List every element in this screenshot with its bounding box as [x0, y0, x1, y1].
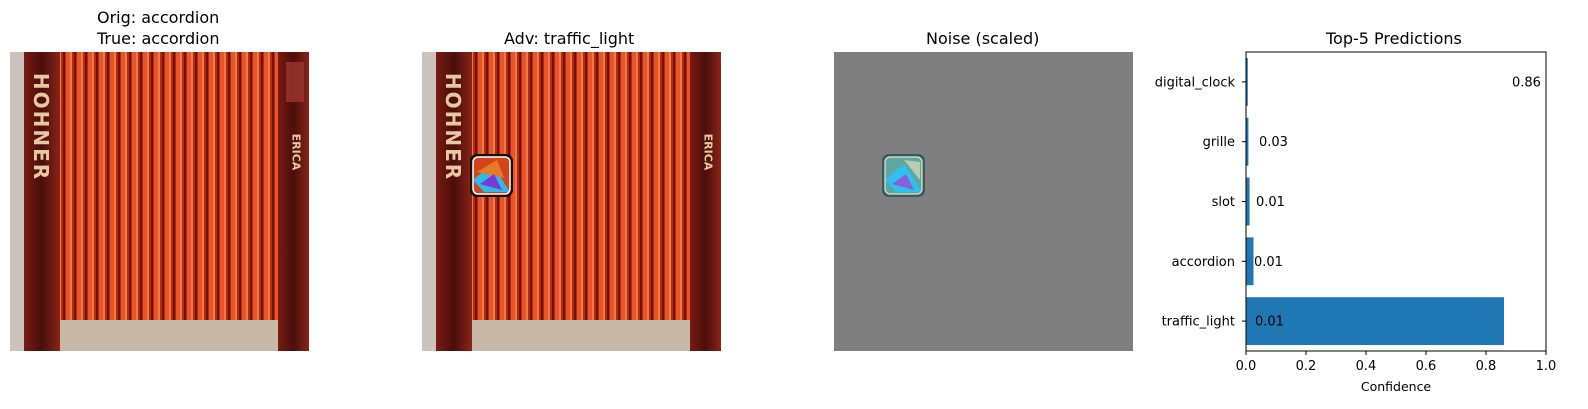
value-label-traffic_light: 0.01: [1255, 315, 1284, 330]
value-label-slot: 0.01: [1256, 195, 1285, 210]
value-label-grille: 0.03: [1259, 135, 1288, 150]
value-label-digital_clock: 0.86: [1512, 75, 1541, 90]
x-tick-label: 0.6: [1416, 359, 1437, 374]
original-accordion-picture: HOHNER ERICA: [10, 52, 309, 351]
adversarial-title: Adv: traffic_light: [504, 29, 635, 48]
bar-slot: [1246, 177, 1250, 226]
adversarial-accordion-picture: HOHNER ERICA: [422, 52, 721, 351]
adversarial-patch: [470, 154, 513, 197]
y-tick-label-accordion: accordion: [1172, 255, 1235, 270]
original-title-line2: True: accordion: [97, 29, 220, 48]
svg-text:ERICA: ERICA: [702, 134, 715, 171]
hohner-letters: HOHNER: [29, 73, 53, 181]
x-tick-label: 0.2: [1296, 359, 1317, 374]
x-tick-label: 0.4: [1356, 359, 1377, 374]
x-axis-label: Confidence: [1361, 379, 1432, 394]
y-tick-label-grille: grille: [1203, 135, 1235, 150]
x-tick-label: 0.8: [1476, 359, 1497, 374]
svg-text:HOHNER: HOHNER: [441, 73, 465, 181]
x-tick-label: 0.0: [1236, 359, 1257, 374]
original-title-line1: Orig: accordion: [97, 8, 220, 27]
adversarial-image: HOHNER ERICA: [422, 52, 721, 351]
chart-title: Top-5 Predictions: [1326, 29, 1462, 48]
plot-frame: [1245, 51, 1547, 352]
bar-accordion: [1246, 237, 1254, 286]
y-tick-label-digital_clock: digital_clock: [1155, 75, 1236, 90]
y-tick-label-slot: slot: [1212, 195, 1235, 210]
noise-patch: [882, 154, 925, 197]
noise-title: Noise (scaled): [926, 29, 1040, 48]
bar-grille: [1246, 117, 1249, 166]
original-image: HOHNER ERICA: [10, 52, 309, 351]
noise-image: [834, 52, 1133, 351]
erica-letters: ERICA: [290, 134, 303, 171]
bar-digital_clock: [1246, 57, 1248, 106]
noise-picture: [834, 52, 1133, 351]
value-label-accordion: 0.01: [1254, 255, 1283, 270]
bar-traffic_light: [1246, 297, 1504, 346]
x-tick-label: 1.0: [1536, 359, 1557, 374]
y-tick-label-traffic_light: traffic_light: [1162, 315, 1235, 330]
